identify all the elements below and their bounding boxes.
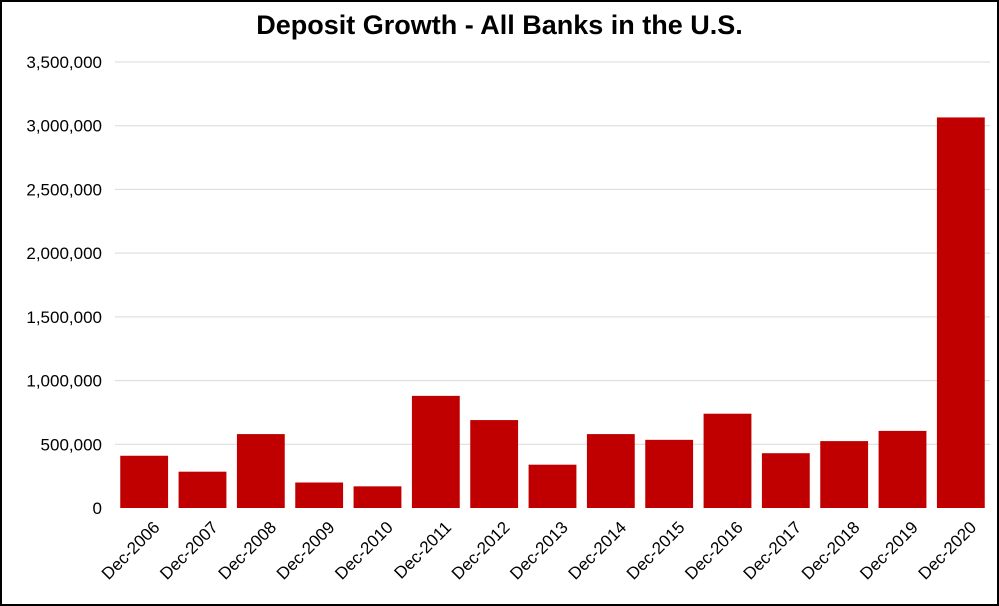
- bar-dec-2014: [586, 434, 635, 508]
- bar-dec-2020: [936, 117, 985, 508]
- x-tick-label: Dec-2018: [798, 518, 864, 584]
- bar-dec-2009: [295, 482, 344, 508]
- y-tick-label: 500,000: [41, 435, 102, 454]
- bar-dec-2010: [353, 486, 402, 508]
- bar-dec-2012: [470, 420, 519, 508]
- x-tick-label: Dec-2014: [565, 518, 631, 584]
- y-tick-label: 1,000,000: [26, 372, 102, 391]
- x-tick-label: Dec-2017: [740, 518, 806, 584]
- y-tick-label: 0: [93, 499, 102, 518]
- bar-dec-2016: [703, 413, 752, 508]
- x-tick-label: Dec-2019: [856, 518, 922, 584]
- bar-dec-2006: [120, 455, 169, 508]
- x-tick-label: Dec-2007: [156, 518, 222, 584]
- bar-dec-2019: [878, 430, 927, 508]
- y-tick-label: 2,000,000: [26, 244, 102, 263]
- y-axis-tick-labels: 0 500,000 1,000,000 1,500,000 2,000,000 2,500…: [26, 53, 102, 518]
- x-tick-label: Dec-2015: [623, 518, 689, 584]
- x-tick-label: Dec-2013: [506, 518, 572, 584]
- x-tick-label: Dec-2011: [390, 518, 455, 583]
- x-tick-label: Dec-2006: [98, 518, 164, 584]
- bar-dec-2008: [236, 434, 285, 508]
- chart-title: Deposit Growth - All Banks in the U.S.: [256, 10, 743, 40]
- bars: [120, 117, 985, 508]
- bar-dec-2011: [411, 395, 460, 508]
- y-tick-label: 1,500,000: [26, 308, 102, 327]
- x-tick-label: Dec-2020: [915, 518, 981, 584]
- x-tick-label: Dec-2009: [273, 518, 339, 584]
- x-tick-label: Dec-2012: [448, 518, 514, 584]
- y-tick-label: 3,500,000: [26, 53, 102, 72]
- x-axis-tick-labels: Dec-2006Dec-2007Dec-2008Dec-2009Dec-2010…: [98, 518, 980, 584]
- bar-dec-2018: [820, 441, 869, 508]
- bar-dec-2013: [528, 464, 577, 508]
- gridlines: [115, 61, 990, 445]
- bar-dec-2007: [178, 471, 227, 508]
- x-tick-label: Dec-2016: [681, 518, 747, 584]
- bar-dec-2015: [645, 439, 694, 508]
- x-tick-label: Dec-2008: [215, 518, 281, 584]
- y-tick-label: 3,000,000: [26, 117, 102, 136]
- y-tick-label: 2,500,000: [26, 180, 102, 199]
- bar-dec-2017: [761, 453, 810, 508]
- x-tick-label: Dec-2010: [331, 518, 397, 584]
